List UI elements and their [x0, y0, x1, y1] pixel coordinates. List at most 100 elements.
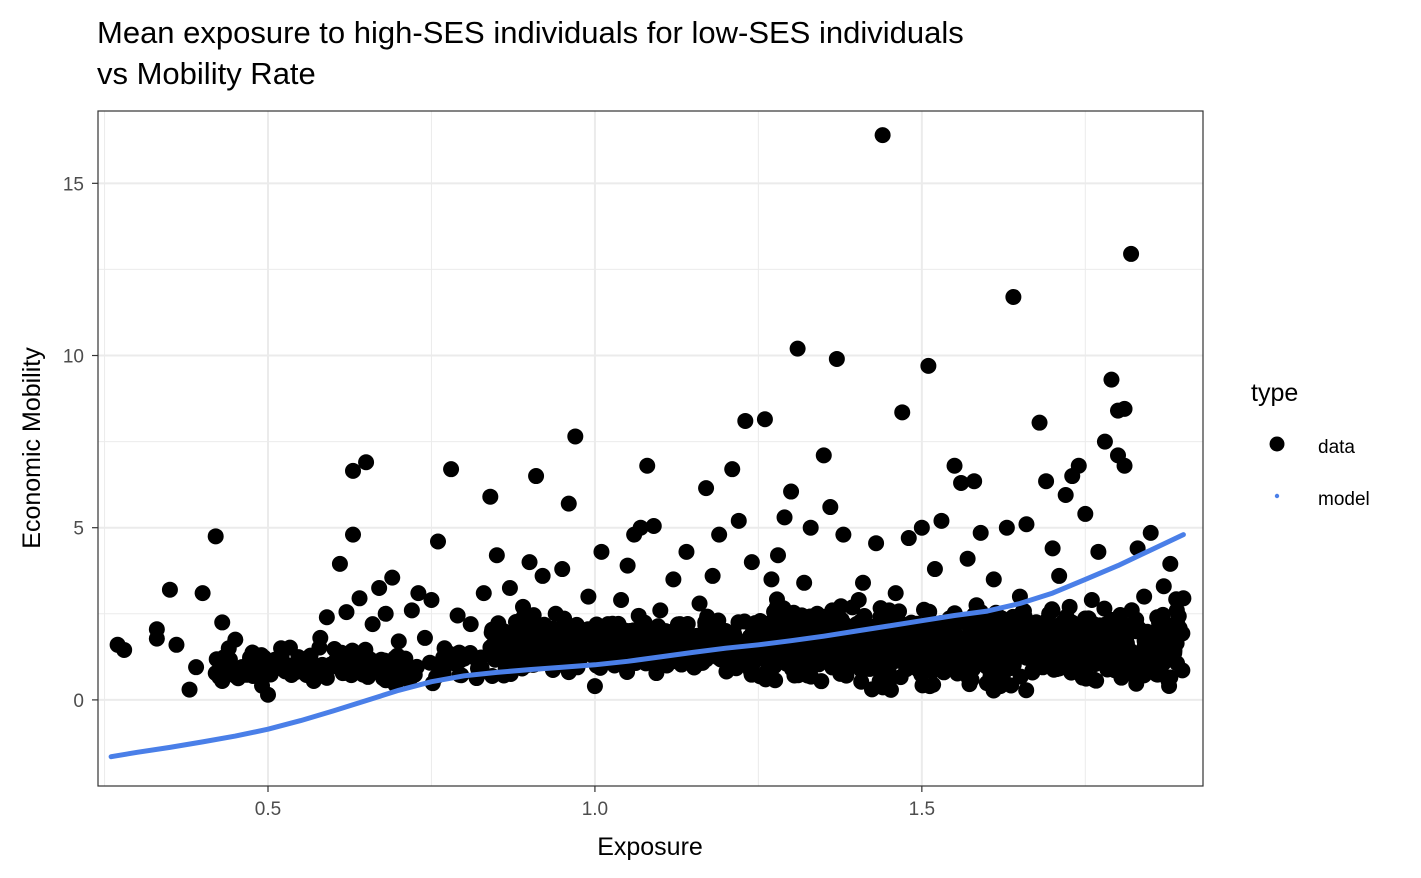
data-point — [286, 664, 303, 681]
legend: type data model — [1251, 379, 1370, 510]
data-point — [796, 574, 813, 591]
data-point — [397, 650, 414, 667]
data-point — [730, 512, 747, 529]
data-point — [1148, 666, 1165, 683]
data-point — [1021, 635, 1038, 652]
data-point — [619, 557, 636, 574]
data-point — [933, 512, 950, 529]
data-point — [403, 602, 420, 619]
data-point — [1161, 626, 1178, 643]
data-point — [920, 357, 937, 374]
data-point — [968, 597, 985, 614]
data-point — [824, 659, 841, 676]
data-point — [1040, 631, 1057, 648]
data-point — [148, 630, 165, 647]
data-point — [260, 686, 276, 703]
data-point — [1018, 516, 1035, 533]
x-tick-label: 1.5 — [909, 799, 935, 820]
model-line — [108, 532, 1186, 760]
data-point — [966, 473, 983, 490]
legend-label-data: data — [1318, 437, 1355, 458]
data-point — [992, 678, 1009, 695]
data-point — [940, 657, 956, 674]
data-point — [717, 623, 734, 640]
data-point — [168, 636, 185, 653]
data-point — [615, 626, 632, 643]
legend-label-model: model — [1318, 489, 1370, 510]
data-point — [793, 655, 810, 672]
data-point — [1007, 641, 1024, 658]
data-point — [541, 629, 558, 646]
data-point — [665, 629, 682, 646]
data-point — [753, 615, 770, 632]
data-point — [1174, 662, 1191, 679]
y-axis: 0 5 10 15 — [63, 174, 98, 712]
y-tick-label: 10 — [63, 347, 84, 368]
data-point — [207, 528, 224, 545]
data-point — [227, 631, 244, 648]
data-point — [952, 641, 969, 658]
data-point — [449, 607, 466, 624]
data-point — [822, 499, 839, 516]
data-point — [214, 672, 231, 689]
data-point — [751, 668, 768, 685]
data-point — [1175, 590, 1192, 607]
data-point — [691, 595, 708, 612]
data-point — [737, 412, 754, 429]
data-point — [358, 454, 375, 471]
data-point — [292, 650, 309, 667]
data-point — [953, 654, 970, 671]
data-point — [568, 616, 585, 633]
data-point — [495, 623, 512, 640]
y-axis-title: Economic Mobility — [18, 347, 46, 549]
x-tick-label: 0.5 — [255, 799, 281, 820]
data-point — [573, 643, 590, 660]
data-point — [1138, 628, 1155, 645]
data-point — [961, 676, 978, 693]
data-points — [109, 127, 1192, 703]
data-point — [1012, 668, 1029, 685]
data-point — [325, 657, 342, 674]
data-point — [841, 657, 858, 674]
data-point — [813, 673, 830, 690]
data-point — [416, 629, 433, 646]
data-point — [766, 603, 783, 620]
data-point — [995, 654, 1012, 671]
data-point — [964, 660, 981, 677]
data-point — [116, 641, 133, 658]
data-point — [194, 585, 211, 602]
data-point — [993, 610, 1010, 627]
x-tick-label: 1.0 — [582, 799, 608, 820]
data-point — [475, 585, 492, 602]
data-point — [515, 598, 531, 615]
data-point — [645, 517, 662, 534]
data-point — [828, 644, 845, 661]
data-point — [855, 574, 871, 591]
data-point — [658, 657, 675, 674]
data-point — [704, 567, 721, 584]
data-point — [233, 659, 250, 676]
data-point — [1136, 588, 1153, 605]
data-point — [953, 474, 970, 491]
data-point — [181, 681, 198, 698]
data-point — [724, 461, 741, 478]
data-point — [861, 660, 878, 677]
data-point — [600, 616, 616, 633]
data-point — [972, 524, 989, 541]
data-point — [485, 638, 502, 655]
data-point — [1155, 578, 1172, 595]
data-point — [1116, 457, 1133, 474]
data-point — [253, 647, 270, 664]
data-point — [881, 602, 898, 619]
data-point — [1063, 664, 1080, 681]
data-point — [1090, 543, 1107, 560]
data-point — [678, 543, 695, 560]
data-point — [346, 647, 363, 664]
data-point — [554, 561, 571, 578]
data-point — [1123, 245, 1140, 262]
data-point — [534, 567, 551, 584]
data-point — [1078, 618, 1095, 635]
legend-title: type — [1251, 379, 1298, 407]
data-point — [161, 581, 178, 598]
